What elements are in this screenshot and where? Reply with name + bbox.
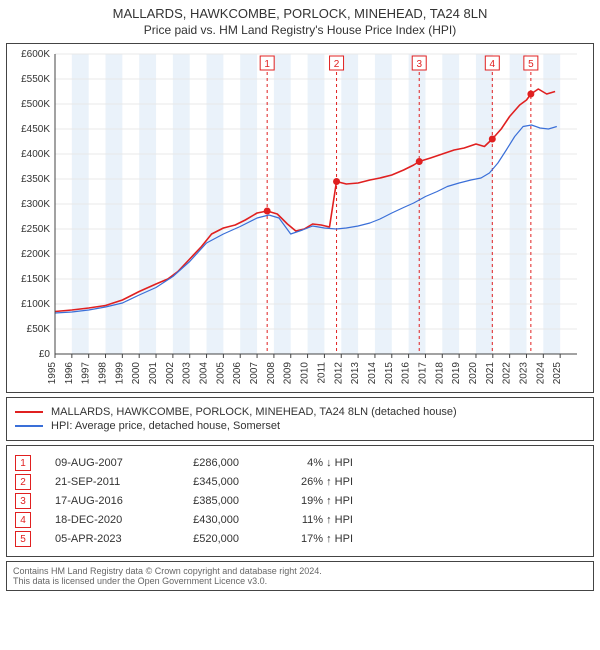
svg-text:1998: 1998 [98, 362, 109, 385]
svg-text:£150K: £150K [21, 274, 50, 285]
event-date: 18-DEC-2020 [55, 514, 145, 526]
legend-item: MALLARDS, HAWKCOMBE, PORLOCK, MINEHEAD, … [15, 406, 585, 418]
svg-text:2000: 2000 [131, 362, 142, 385]
event-badge: 4 [15, 512, 31, 528]
legend-swatch-property [15, 411, 43, 413]
svg-text:2025: 2025 [552, 362, 563, 385]
svg-text:2011: 2011 [316, 362, 327, 384]
event-row: 3 17-AUG-2016 £385,000 19% ↑ HPI [15, 493, 585, 509]
svg-text:£600K: £600K [21, 49, 50, 60]
svg-text:2005: 2005 [215, 362, 226, 385]
svg-text:2009: 2009 [283, 362, 294, 385]
svg-text:2024: 2024 [535, 362, 546, 385]
svg-text:£550K: £550K [21, 74, 50, 85]
svg-text:2001: 2001 [148, 362, 159, 385]
event-row: 2 21-SEP-2011 £345,000 26% ↑ HPI [15, 474, 585, 490]
svg-text:2003: 2003 [182, 362, 193, 385]
svg-text:£250K: £250K [21, 224, 50, 235]
event-row: 5 05-APR-2023 £520,000 17% ↑ HPI [15, 531, 585, 547]
svg-text:£350K: £350K [21, 174, 50, 185]
svg-text:£400K: £400K [21, 149, 50, 160]
svg-text:2010: 2010 [300, 362, 311, 385]
event-diff: 4% ↓ HPI [263, 457, 353, 469]
svg-text:£50K: £50K [27, 324, 51, 335]
event-diff: 19% ↑ HPI [263, 495, 353, 507]
svg-text:2016: 2016 [401, 362, 412, 385]
event-date: 05-APR-2023 [55, 533, 145, 545]
svg-text:£0: £0 [39, 349, 51, 360]
svg-text:1997: 1997 [81, 362, 92, 385]
svg-text:2023: 2023 [518, 362, 529, 385]
attribution-line: This data is licensed under the Open Gov… [13, 576, 587, 586]
event-row: 4 18-DEC-2020 £430,000 11% ↑ HPI [15, 512, 585, 528]
svg-text:2017: 2017 [417, 362, 428, 385]
svg-text:2018: 2018 [434, 362, 445, 385]
svg-text:2: 2 [334, 59, 340, 70]
svg-text:2007: 2007 [249, 362, 260, 385]
svg-text:4: 4 [490, 59, 496, 70]
event-date: 21-SEP-2011 [55, 476, 145, 488]
svg-text:£450K: £450K [21, 124, 50, 135]
svg-text:2012: 2012 [333, 362, 344, 385]
svg-text:£100K: £100K [21, 299, 50, 310]
svg-text:£200K: £200K [21, 249, 50, 260]
svg-text:2020: 2020 [468, 362, 479, 385]
svg-text:5: 5 [528, 59, 534, 70]
svg-text:£500K: £500K [21, 99, 50, 110]
legend: MALLARDS, HAWKCOMBE, PORLOCK, MINEHEAD, … [6, 397, 594, 441]
svg-text:1995: 1995 [47, 362, 58, 385]
svg-text:2002: 2002 [165, 362, 176, 385]
event-date: 09-AUG-2007 [55, 457, 145, 469]
svg-text:2021: 2021 [485, 362, 496, 385]
price-chart: £0 £50K £100K £150K £200K £250K £300K £350K £400… [6, 43, 594, 393]
event-diff: 11% ↑ HPI [263, 514, 353, 526]
svg-text:2022: 2022 [502, 362, 513, 385]
svg-text:1: 1 [264, 59, 270, 70]
event-price: £385,000 [169, 495, 239, 507]
event-badge: 2 [15, 474, 31, 490]
svg-text:2014: 2014 [367, 362, 378, 385]
svg-text:1996: 1996 [64, 362, 75, 385]
event-price: £286,000 [169, 457, 239, 469]
legend-swatch-hpi [15, 425, 43, 427]
event-badge: 1 [15, 455, 31, 471]
event-date: 17-AUG-2016 [55, 495, 145, 507]
svg-text:2008: 2008 [266, 362, 277, 385]
svg-text:2019: 2019 [451, 362, 462, 385]
chart-svg: £0 £50K £100K £150K £200K £250K £300K £350K £400… [7, 44, 587, 389]
legend-item: HPI: Average price, detached house, Some… [15, 420, 585, 432]
event-diff: 26% ↑ HPI [263, 476, 353, 488]
event-price: £520,000 [169, 533, 239, 545]
attribution-line: Contains HM Land Registry data © Crown c… [13, 566, 587, 576]
event-badge: 3 [15, 493, 31, 509]
svg-text:2015: 2015 [384, 362, 395, 385]
event-row: 1 09-AUG-2007 £286,000 4% ↓ HPI [15, 455, 585, 471]
svg-text:£300K: £300K [21, 199, 50, 210]
event-price: £430,000 [169, 514, 239, 526]
attribution: Contains HM Land Registry data © Crown c… [6, 561, 594, 591]
legend-label: MALLARDS, HAWKCOMBE, PORLOCK, MINEHEAD, … [51, 406, 457, 418]
svg-text:2004: 2004 [199, 362, 210, 385]
svg-text:2013: 2013 [350, 362, 361, 385]
event-price: £345,000 [169, 476, 239, 488]
svg-text:3: 3 [416, 59, 422, 70]
legend-label: HPI: Average price, detached house, Some… [51, 420, 280, 432]
svg-text:1999: 1999 [114, 362, 125, 385]
page-subtitle: Price paid vs. HM Land Registry's House … [6, 23, 594, 37]
event-diff: 17% ↑ HPI [263, 533, 353, 545]
events-table: 1 09-AUG-2007 £286,000 4% ↓ HPI 2 21-SEP-2011… [6, 445, 594, 557]
svg-text:2006: 2006 [232, 362, 243, 385]
event-badge: 5 [15, 531, 31, 547]
page-title: MALLARDS, HAWKCOMBE, PORLOCK, MINEHEAD, … [6, 6, 594, 21]
